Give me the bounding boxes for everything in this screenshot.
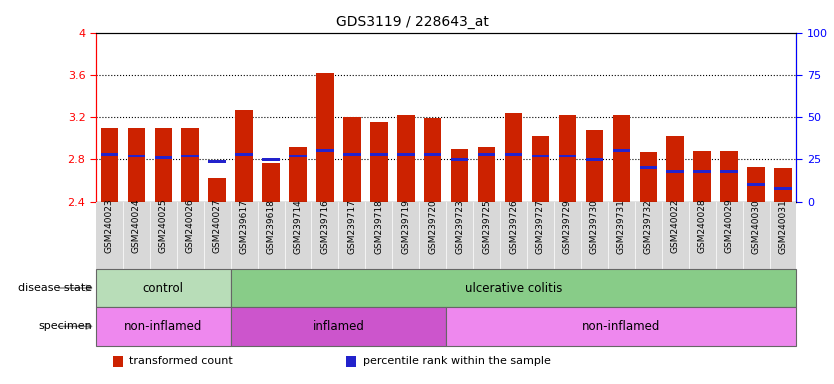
Bar [370,122,388,202]
Bar [774,168,791,202]
Bar [128,127,145,202]
Bar [451,158,469,161]
Bar [262,162,280,202]
Text: ulcerative colitis: ulcerative colitis [465,281,562,295]
Bar [721,151,738,202]
Text: control: control [143,281,183,295]
Bar [451,149,469,202]
Bar [747,183,765,186]
Bar [235,110,253,202]
Bar [397,153,414,156]
Bar [289,154,307,157]
Bar [721,170,738,173]
Bar [424,118,441,202]
Bar [101,153,118,156]
Bar [316,73,334,202]
Bar [208,160,226,162]
Bar [774,187,791,190]
Bar [747,167,765,202]
Bar [128,154,145,157]
Text: percentile rank within the sample: percentile rank within the sample [363,356,550,366]
Bar [101,127,118,202]
Bar [585,130,603,202]
Bar [532,154,550,157]
Bar [585,158,603,161]
Bar [208,178,226,202]
Bar [96,269,231,307]
Bar [424,153,441,156]
Bar [289,147,307,202]
Bar [559,115,576,202]
Bar [316,149,334,152]
Bar [446,307,796,346]
Bar [96,307,231,346]
Text: inflamed: inflamed [313,320,364,333]
Bar [370,153,388,156]
Bar [478,153,495,156]
Bar [231,307,446,346]
Bar [612,149,631,152]
Bar [693,170,711,173]
Bar [182,127,199,202]
Bar [262,158,280,161]
Bar [505,113,522,202]
Bar [640,166,657,169]
Text: non-inflamed: non-inflamed [124,320,203,333]
Bar [343,153,360,156]
Bar [693,151,711,202]
Bar [666,136,684,202]
Bar [612,115,631,202]
Bar [559,154,576,157]
Bar [640,152,657,202]
Bar [505,153,522,156]
Bar [235,153,253,156]
Text: specimen: specimen [38,321,92,331]
Bar [154,127,172,202]
Text: transformed count: transformed count [129,356,233,366]
Bar [478,147,495,202]
Bar [182,154,199,157]
Bar [231,269,796,307]
Bar [666,170,684,173]
Text: GDS3119 / 228643_at: GDS3119 / 228643_at [336,15,490,29]
Bar [532,136,550,202]
Bar [154,156,172,159]
Bar [397,115,414,202]
Text: non-inflamed: non-inflamed [582,320,661,333]
Text: disease state: disease state [18,283,92,293]
Bar [343,117,360,202]
